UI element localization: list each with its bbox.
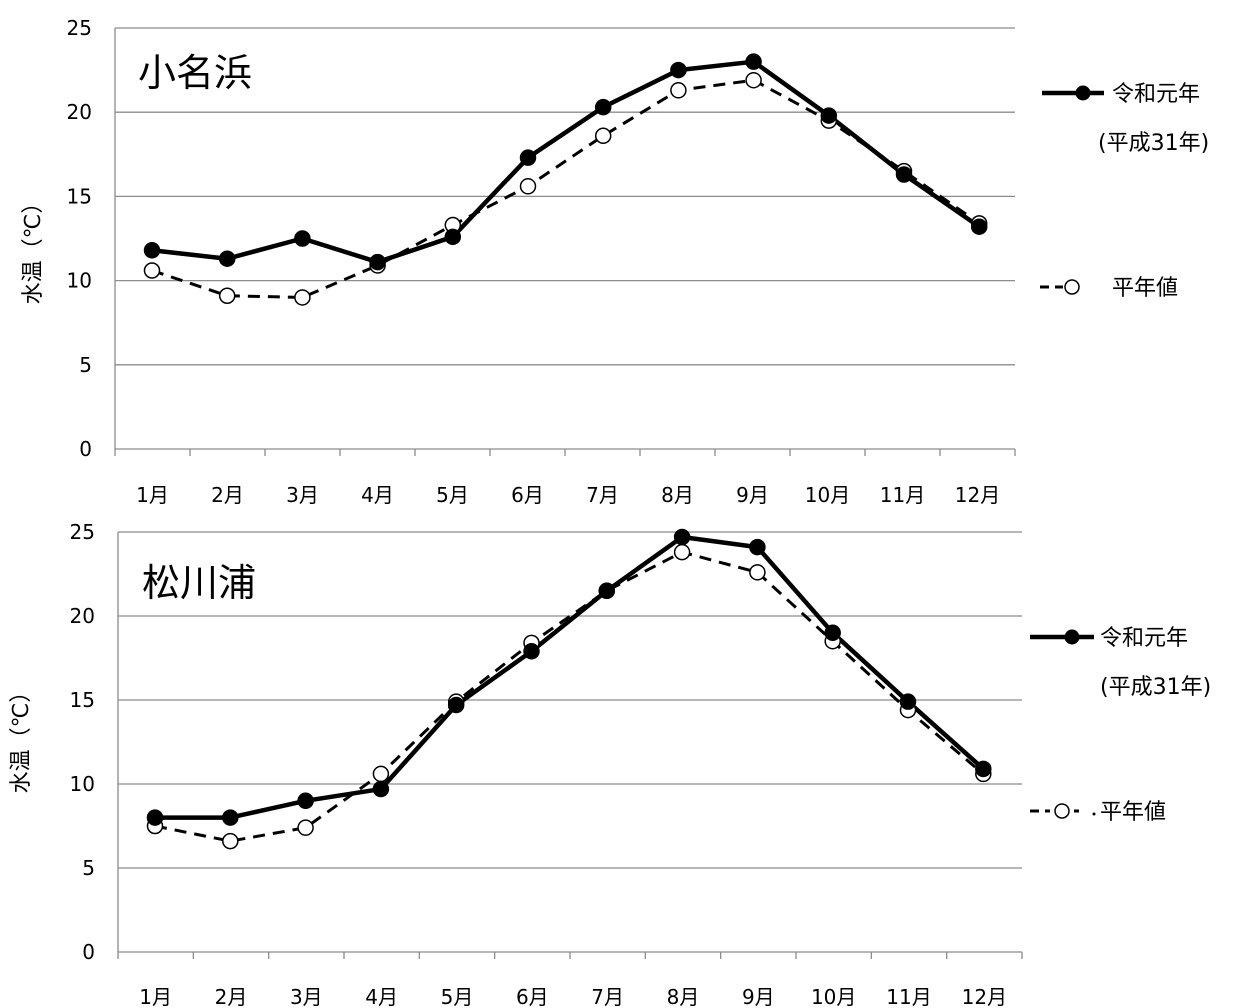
chart-title: 小名浜: [138, 51, 252, 95]
y-tick-label: 25: [70, 520, 95, 544]
y-tick-label: 20: [67, 100, 92, 124]
legend-marker-current-year: [1064, 629, 1080, 645]
data-point-normal: [372, 765, 390, 783]
data-point-current-year: [523, 643, 540, 660]
x-tick-label: 1月: [139, 985, 172, 1008]
data-point-current-year: [294, 230, 311, 247]
data-point-current-year: [745, 53, 762, 70]
data-point-current-year: [820, 107, 838, 124]
y-tick-label: 25: [67, 16, 92, 40]
data-point-current-year: [975, 760, 992, 778]
x-tick-label: 1月: [136, 483, 169, 507]
series-line-normal: [154, 550, 985, 843]
x-tick-label: 10月: [805, 483, 850, 507]
x-tick-label: 11月: [886, 985, 931, 1008]
data-point-current-year: [824, 624, 841, 642]
data-point-current-year: [146, 809, 164, 826]
data-point-current-year: [895, 166, 913, 183]
legend-sublabel-current-year: (平成31年): [1098, 131, 1209, 156]
data-point-normal: [519, 178, 537, 195]
x-tick-label: 9月: [736, 483, 769, 507]
legend-dot: [1092, 812, 1096, 816]
data-point-current-year: [143, 242, 161, 259]
legend-label-normal: 平年値: [1112, 276, 1178, 301]
series-line-current-year: [151, 59, 981, 265]
legend-marker-normal: [1054, 803, 1070, 819]
data-point-current-year: [673, 528, 691, 546]
chart-panel-1: 0 5 10 15 20 25 1月 2月 3月 4月 5月 6月 7月 8月 9月 10月 11月 12月 水温（…: [21, 16, 1209, 507]
legend-label-current-year: 令和元年: [1100, 626, 1188, 651]
chart-panel-2: 0 5 10 15 20 25 1月 2月 3月 4月 5月 6月 7月 8月 9月 10月 11月 12月 水温（…: [9, 520, 1211, 1008]
data-point-current-year: [447, 696, 465, 714]
x-tick-label: 3月: [286, 483, 319, 507]
x-tick-label: 11月: [880, 483, 925, 507]
data-point-normal: [297, 819, 314, 836]
x-tick-label: 5月: [441, 985, 474, 1008]
y-tick-label: 15: [67, 184, 92, 208]
y-axis-label: 水温（℃）: [21, 192, 46, 305]
data-point-current-year: [372, 780, 390, 798]
x-tick-label: 12月: [955, 483, 1000, 507]
x-tick-label: 9月: [742, 985, 775, 1008]
x-tick-label: 7月: [586, 483, 619, 507]
data-point-current-year: [369, 253, 386, 271]
data-point-current-year: [222, 809, 239, 826]
data-point-current-year: [297, 792, 314, 810]
y-tick-label: 10: [70, 772, 95, 796]
y-tick-label: 15: [70, 688, 95, 712]
x-tick-label: 3月: [290, 985, 323, 1008]
x-tick-label: 2月: [215, 985, 248, 1008]
data-point-current-year: [444, 228, 462, 246]
legend-sublabel-current-year: (平成31年): [1100, 675, 1211, 700]
y-tick-label: 0: [82, 940, 95, 964]
legend: 令和元年 (平成31年) 平年値: [1040, 82, 1209, 301]
chart-title: 松川浦: [142, 561, 256, 605]
data-point-current-year: [899, 693, 917, 710]
legend-marker-normal: [1064, 279, 1080, 295]
data-point-current-year: [670, 61, 687, 79]
data-point-normal: [143, 262, 161, 279]
legend-marker-current-year: [1075, 85, 1091, 101]
data-point-normal: [218, 287, 236, 305]
x-tick-label: 5月: [436, 483, 469, 507]
data-point-normal: [749, 564, 766, 581]
series-line-normal: [151, 78, 981, 299]
x-tick-label: 6月: [516, 985, 549, 1008]
x-tick-label: 4月: [361, 483, 394, 507]
x-tick-label: 10月: [811, 985, 856, 1008]
x-tick-label: 8月: [661, 483, 694, 507]
data-point-current-year: [594, 98, 612, 116]
x-tick-label: 6月: [511, 483, 544, 507]
y-axis-label: 水温（℃）: [9, 681, 34, 794]
data-point-normal: [670, 82, 687, 99]
x-tick-label: 7月: [591, 985, 624, 1008]
series-line-current-year: [155, 534, 985, 820]
data-point-current-year: [598, 582, 616, 600]
x-tick-label: 2月: [211, 483, 244, 507]
y-tick-label: 5: [79, 353, 92, 377]
y-tick-label: 0: [79, 437, 92, 461]
legend: 令和元年 (平成31年) 平年値: [1030, 626, 1211, 825]
data-point-normal: [294, 289, 311, 306]
data-point-current-year: [218, 250, 236, 267]
data-point-normal: [745, 71, 762, 89]
y-tick-label: 5: [82, 856, 95, 880]
data-point-normal: [222, 832, 239, 850]
legend-label-current-year: 令和元年: [1112, 82, 1200, 107]
data-point-current-year: [970, 218, 988, 235]
data-point-normal: [673, 543, 691, 561]
data-point-current-year: [749, 538, 766, 556]
x-tick-label: 4月: [365, 985, 398, 1008]
data-point-current-year: [519, 149, 537, 166]
y-tick-label: 10: [67, 269, 92, 293]
data-point-normal: [594, 127, 612, 145]
legend-label-normal: 平年値: [1100, 800, 1166, 825]
y-tick-label: 20: [70, 604, 95, 628]
x-tick-label: 8月: [667, 985, 700, 1008]
x-tick-label: 12月: [962, 985, 1007, 1008]
